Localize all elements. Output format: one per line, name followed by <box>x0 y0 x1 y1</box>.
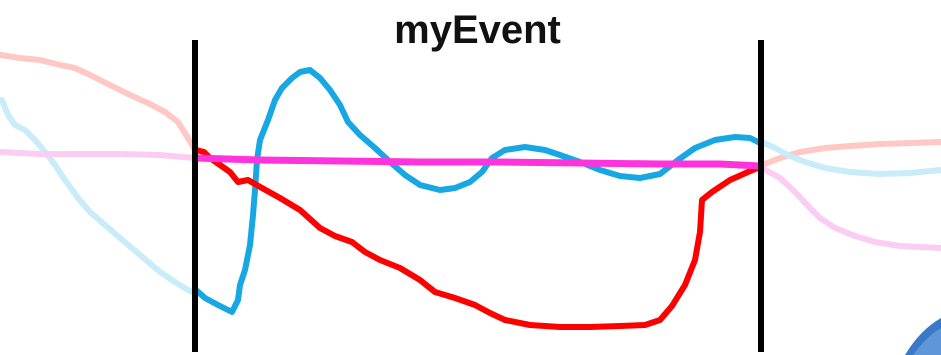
blue-trace <box>193 67 763 315</box>
blue-trace-faded-left <box>0 97 198 296</box>
magenta-trace-faded-right <box>759 165 941 251</box>
magenta-trace-faded-left <box>0 149 198 161</box>
magenta-trace <box>192 154 764 170</box>
corner-accent-highlight <box>913 328 941 355</box>
corner-accent <box>905 318 941 355</box>
red-trace-faded-right <box>759 139 941 168</box>
red-trace <box>193 147 763 330</box>
red-trace-faded-left <box>0 52 198 153</box>
blue-trace-faded-right <box>759 139 941 177</box>
event-title: myEvent <box>394 8 561 52</box>
